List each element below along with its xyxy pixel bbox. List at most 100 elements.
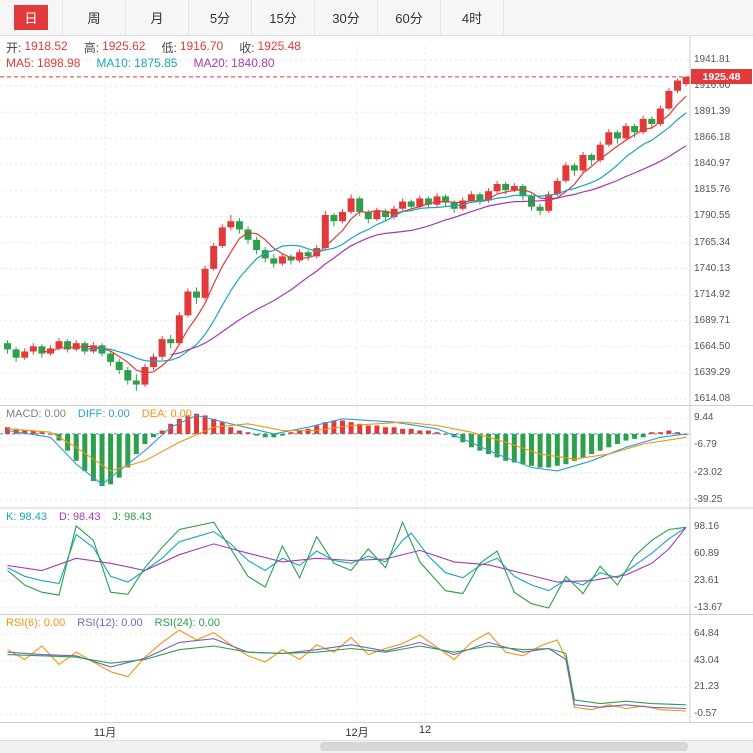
price-axis-label: 1714.92 [694, 289, 731, 300]
ohlc-close: 收: 1925.48 [239, 39, 301, 56]
d-label: D: [58, 511, 70, 523]
indicator-axis-label: -39.25 [694, 494, 723, 505]
last-price-badge: 1925.48 [691, 69, 752, 84]
timeframe-toolbar: 日 周 月 5分 15分 30分 60分 4时 [0, 0, 753, 36]
tab-5min-label: 5分 [209, 11, 231, 26]
ma5-label: MA5: [6, 56, 35, 70]
price-axis-label: 1790.55 [694, 210, 731, 221]
tab-60min-label: 60分 [395, 11, 423, 26]
ma20-label: MA20: [193, 56, 229, 70]
close-value: 1925.48 [257, 39, 301, 53]
scrollbar-thumb[interactable] [320, 742, 688, 751]
price-axis-label: 1765.34 [694, 237, 731, 248]
ohlc-high: 高: 1925.62 [84, 39, 146, 56]
macd-value: MACD: 0.00 [6, 408, 66, 420]
price-axis-label: 1614.08 [694, 393, 731, 404]
tab-week[interactable]: 周 [63, 0, 126, 35]
rsi6-label: RSI(6): [6, 617, 41, 629]
price-axis-label: 1664.50 [694, 341, 731, 352]
tab-30min[interactable]: 30分 [315, 0, 378, 35]
indicator-axis-label: -6.79 [694, 439, 717, 450]
rsi6-value: RSI(6): 0.00 [6, 617, 65, 629]
kdj-layer [7, 520, 687, 609]
tab-30min-label: 30分 [332, 11, 360, 26]
tab-month-label: 月 [150, 11, 164, 26]
ma-layer [41, 95, 687, 374]
price-axis-label: 1740.13 [694, 263, 731, 274]
k-value: K: 98.43 [6, 511, 47, 523]
frame-layer [0, 36, 753, 723]
open-value: 1918.52 [24, 39, 68, 53]
d-value: D: 98.43 [59, 511, 101, 523]
tab-month[interactable]: 月 [126, 0, 189, 35]
ma-info: MA5: 1898.98 MA10: 1875.85 MA20: 1840.80 [6, 56, 275, 70]
tab-15min[interactable]: 15分 [252, 0, 315, 35]
macd-layer [5, 413, 689, 486]
dea-label: DEA: [141, 408, 168, 420]
indicator-axis-label: -13.67 [694, 602, 723, 613]
indicator-axis-label: -0.57 [694, 708, 717, 719]
rsi-header: RSI(6): 0.00 RSI(12): 0.00 RSI(24): 0.00 [6, 617, 220, 629]
indicator-axis-label: -23.02 [694, 467, 723, 478]
rsi12-number: 0.00 [121, 617, 143, 629]
tab-day-label: 日 [14, 5, 48, 30]
indicator-axis-label: 64.84 [694, 628, 720, 639]
low-value: 1916.70 [179, 39, 224, 53]
k-number: 98.43 [19, 511, 47, 523]
candlestick-layer[interactable] [4, 76, 690, 391]
high-value: 1925.62 [102, 39, 146, 53]
ohlc-info: 开: 1918.52 高: 1925.62 低: 1916.70 收: 1925.48 [6, 39, 301, 56]
rsi24-label: RSI(24): [154, 617, 196, 629]
indicator-axis-label: 60.89 [694, 548, 720, 559]
low-label: 低: [161, 41, 177, 55]
tab-15min-label: 15分 [269, 11, 297, 26]
close-label: 收: [239, 41, 255, 55]
indicator-axis-label: 98.16 [694, 521, 720, 532]
time-axis-label: 11月 [93, 727, 117, 739]
rsi12-label: RSI(12): [77, 617, 119, 629]
tab-5min[interactable]: 5分 [189, 0, 252, 35]
macd-header: MACD: 0.00 DIFF: 0.00 DEA: 0.00 [6, 408, 192, 420]
price-axis-label: 1941.81 [694, 54, 731, 65]
dea-value: DEA: 0.00 [142, 408, 192, 420]
horizontal-scrollbar[interactable] [0, 740, 753, 753]
indicator-axis-label: 9.44 [694, 412, 714, 423]
tab-day[interactable]: 日 [0, 0, 63, 35]
ma5-info: MA5: 1898.98 [6, 56, 80, 70]
rsi-layer [7, 629, 687, 712]
diff-label: DIFF: [77, 408, 106, 420]
tab-4hour[interactable]: 4时 [441, 0, 504, 35]
tab-week-label: 周 [87, 11, 101, 26]
ma5-value: 1898.98 [37, 56, 81, 70]
tab-60min[interactable]: 60分 [378, 0, 441, 35]
diff-value: DIFF: 0.00 [78, 408, 130, 420]
rsi24-number: 0.00 [198, 617, 221, 629]
price-axis-label: 1840.97 [694, 158, 731, 169]
tab-4hour-label: 4时 [461, 11, 483, 26]
j-value: J: 98.43 [112, 511, 151, 523]
j-number: 98.43 [124, 511, 152, 523]
price-axis-label: 1866.18 [694, 132, 731, 143]
open-label: 开: [6, 41, 22, 55]
ma20-value: 1840.80 [231, 56, 275, 70]
kdj-header: K: 98.43 D: 98.43 J: 98.43 [6, 511, 152, 523]
price-axis-label: 1916.60 [694, 80, 731, 91]
k-label: K: [6, 511, 17, 523]
price-axis-label: 1689.71 [694, 315, 731, 326]
price-axis-label: 1891.39 [694, 106, 731, 117]
rsi6-number: 0.00 [43, 617, 66, 629]
price-axis-label: 1815.76 [694, 184, 731, 195]
indicator-axis-label: 23.61 [694, 575, 720, 586]
macd-label: MACD: [6, 408, 42, 420]
rsi24-value: RSI(24): 0.00 [155, 617, 220, 629]
d-number: 98.43 [72, 511, 101, 523]
dea-number: 0.00 [170, 408, 192, 420]
time-axis-label: 12 [418, 724, 432, 736]
indicator-axis-label: 21.23 [694, 681, 720, 692]
high-label: 高: [83, 41, 100, 55]
ohlc-open: 开: 1918.52 [6, 39, 68, 56]
ma10-label: MA10: [96, 56, 132, 70]
grid-layer [0, 46, 690, 722]
ohlc-low: 低: 1916.70 [161, 39, 223, 56]
